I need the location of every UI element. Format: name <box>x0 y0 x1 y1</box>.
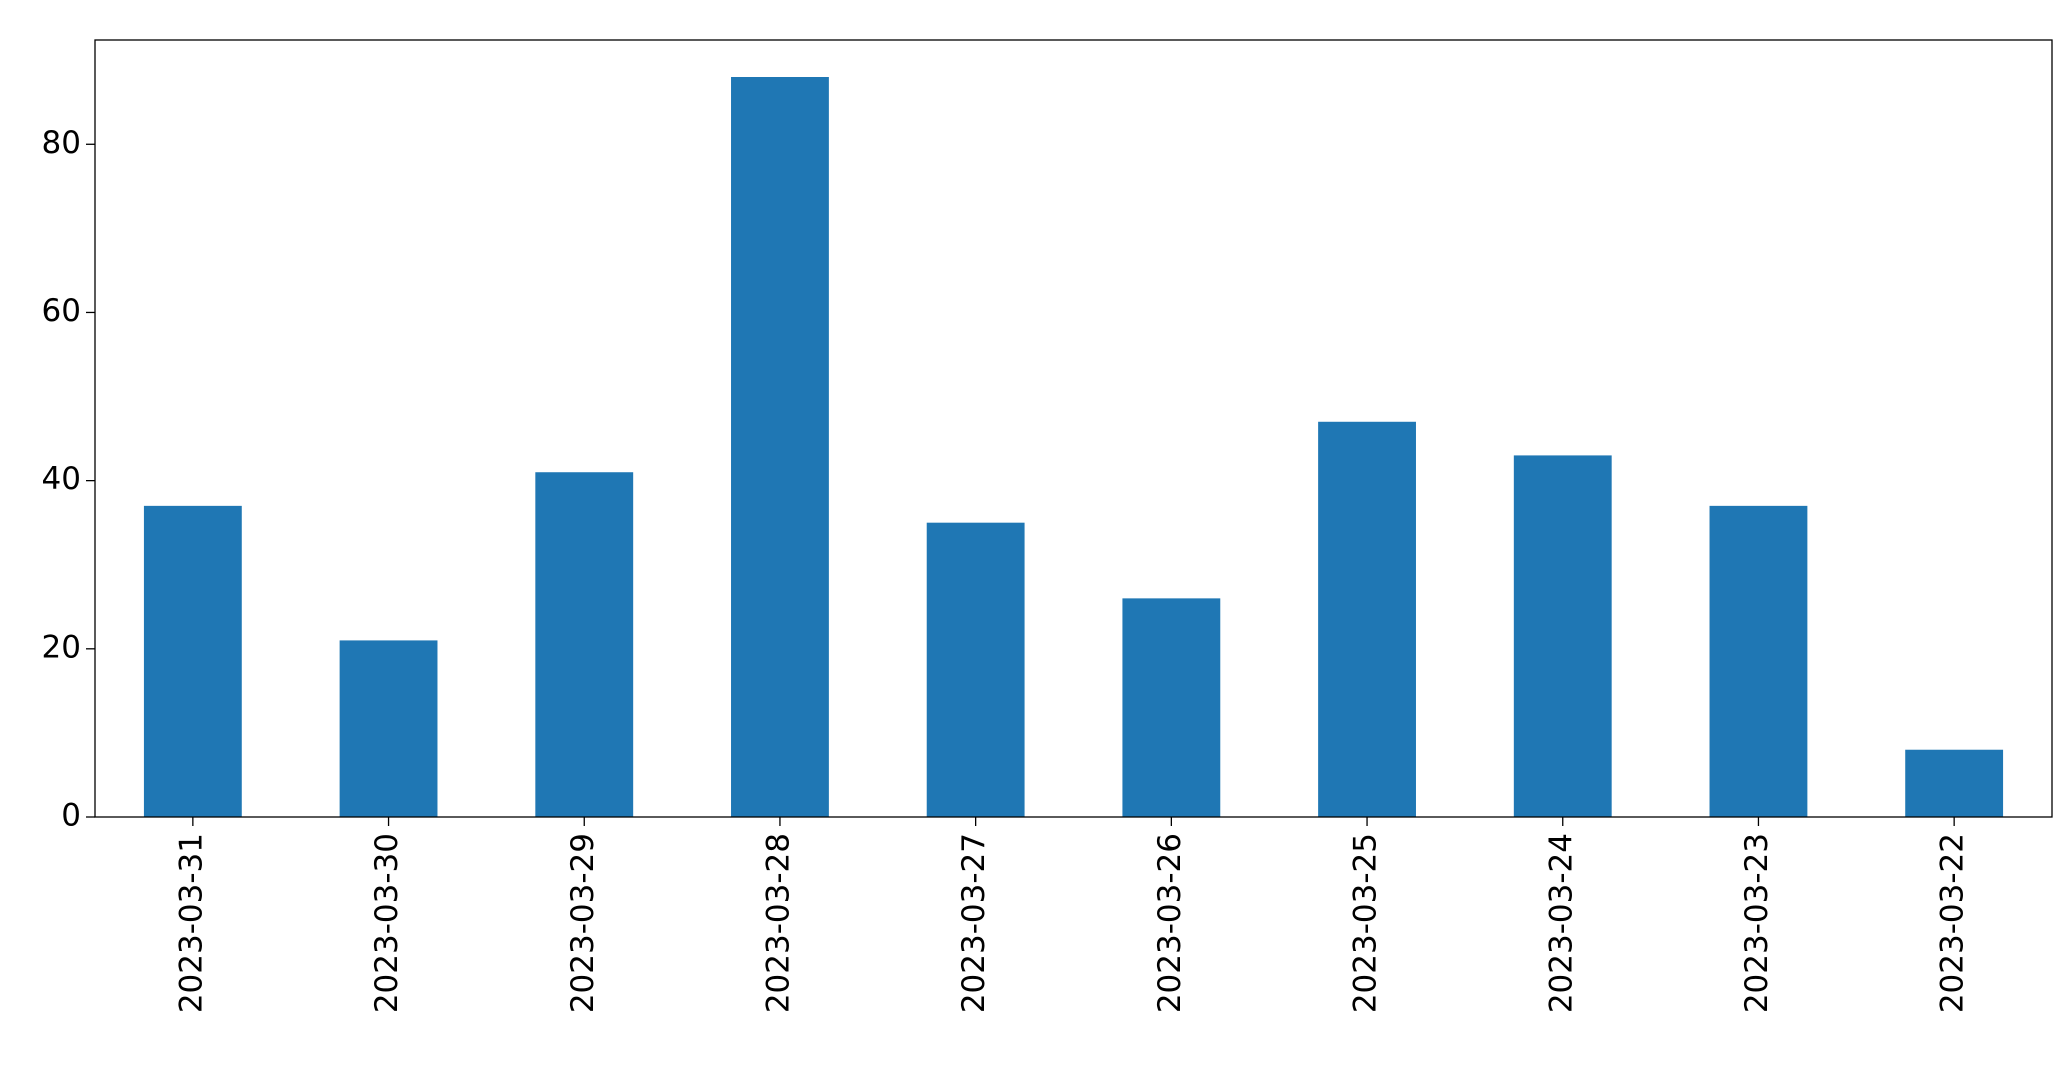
bar <box>1318 421 1416 817</box>
y-tick-label: 0 <box>61 798 81 834</box>
y-tick-label: 20 <box>42 629 81 665</box>
bar <box>1709 505 1808 817</box>
x-tick-label: 2023-03-27 <box>956 833 992 1013</box>
bar <box>143 505 242 817</box>
x-tick-label: 2023-03-26 <box>1152 833 1188 1013</box>
y-tick-label: 60 <box>42 293 81 329</box>
bar <box>339 640 438 817</box>
plot-frame <box>94 39 2053 818</box>
bar <box>535 472 634 817</box>
bar <box>731 77 829 817</box>
bar <box>1513 455 1612 817</box>
bar <box>1122 598 1221 817</box>
bar <box>926 522 1025 817</box>
x-tick-label: 2023-03-28 <box>760 833 796 1013</box>
bar <box>1905 749 2004 817</box>
y-tick-label: 80 <box>42 125 81 161</box>
x-tick-label: 2023-03-24 <box>1543 833 1579 1013</box>
x-tick-label: 2023-03-31 <box>173 833 209 1013</box>
x-tick-label: 2023-03-23 <box>1739 833 1775 1013</box>
x-tick-label: 2023-03-30 <box>369 833 405 1013</box>
x-tick-label: 2023-03-29 <box>565 833 601 1013</box>
x-tick-label: 2023-03-22 <box>1935 833 1971 1013</box>
x-tick-label: 2023-03-25 <box>1348 833 1384 1013</box>
y-tick-label: 40 <box>42 461 81 497</box>
